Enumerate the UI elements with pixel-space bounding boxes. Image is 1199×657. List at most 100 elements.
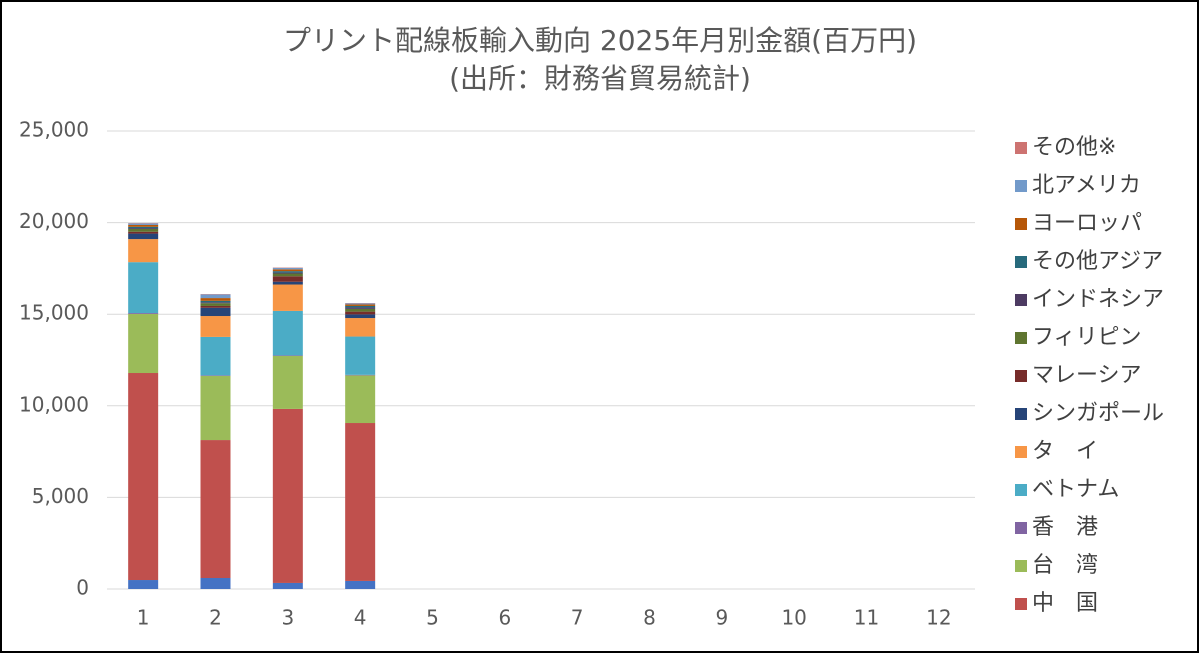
bar-segment — [345, 312, 375, 315]
bar-segment — [273, 273, 303, 274]
bar-segment — [201, 298, 231, 301]
bar-segment — [128, 234, 158, 239]
chart-title: プリント配線板輸入動向 2025年月別金額(百万円) — [283, 24, 917, 57]
x-tick-label: 2 — [209, 606, 222, 630]
bar-segment — [273, 276, 303, 281]
y-tick-label: 25,000 — [19, 118, 89, 142]
y-tick-label: 20,000 — [19, 209, 89, 233]
x-tick-label: 8 — [643, 606, 656, 630]
x-tick-label: 5 — [426, 606, 439, 630]
bar-segment — [128, 314, 158, 373]
legend-label: ベトナム — [1032, 477, 1119, 502]
bar-segment — [273, 409, 303, 583]
bar-segment — [201, 308, 231, 316]
bar-segment — [345, 375, 375, 376]
y-tick-label: 15,000 — [19, 301, 89, 325]
bar-segment — [201, 302, 231, 303]
legend-swatch — [1015, 294, 1027, 306]
legend-label: 香 港 — [1032, 515, 1098, 540]
bar-segment — [128, 228, 158, 229]
bar-segment — [128, 232, 158, 234]
bar-segment — [345, 375, 375, 423]
legend-label: 北アメリカ — [1032, 173, 1141, 198]
legend-swatch — [1015, 332, 1027, 344]
bar-segment — [201, 375, 231, 376]
bar-segment — [128, 580, 158, 589]
x-tick-label: 11 — [854, 606, 879, 630]
legend-label: その他※ — [1032, 135, 1116, 160]
x-tick-label: 12 — [926, 606, 951, 630]
bar-segment — [128, 373, 158, 580]
bar-segment — [273, 271, 303, 272]
bar-segment — [128, 227, 158, 228]
legend-label: インドネシア — [1032, 287, 1164, 312]
bar-segment — [345, 304, 375, 305]
bar-segment — [273, 285, 303, 311]
bar-segment — [345, 318, 375, 337]
legend-swatch — [1015, 256, 1027, 268]
bar-segment — [345, 423, 375, 581]
x-tick-label: 6 — [498, 606, 511, 630]
y-tick-label: 0 — [76, 576, 89, 600]
bar-segment — [273, 282, 303, 285]
legend-swatch — [1015, 560, 1027, 572]
legend-swatch — [1015, 370, 1027, 382]
bar-segment — [201, 316, 231, 337]
legend-label: ヨーロッパ — [1032, 211, 1142, 236]
legend-swatch — [1015, 446, 1027, 458]
legend-label: マレーシア — [1032, 363, 1142, 388]
x-tick-label: 7 — [571, 606, 584, 630]
legend-swatch — [1015, 408, 1027, 420]
x-tick-label: 4 — [354, 606, 367, 630]
x-tick-label: 3 — [281, 606, 294, 630]
bar-segment — [273, 311, 303, 356]
bar-segment — [345, 314, 375, 318]
bar-segment — [201, 303, 231, 306]
bar-segment — [273, 355, 303, 356]
bar-segment — [128, 262, 158, 313]
legend-label: タ イ — [1032, 439, 1098, 464]
legend-label: 中 国 — [1032, 591, 1098, 616]
bar-segment — [273, 356, 303, 409]
bar-segment — [201, 578, 231, 589]
bar-segment — [201, 440, 231, 578]
bar-segment — [345, 306, 375, 307]
bar-segment — [201, 306, 231, 308]
bar-segment — [273, 274, 303, 277]
bar-segment — [345, 303, 375, 304]
bar-segment — [345, 309, 375, 312]
bar-segment — [345, 337, 375, 375]
legend-label: シンガポール — [1032, 401, 1164, 426]
bar-segment — [128, 224, 158, 225]
legend-swatch — [1015, 522, 1027, 534]
chart-subtitle: (出所：財務省貿易統計) — [449, 62, 751, 95]
bar-segment — [128, 239, 158, 262]
legend-swatch — [1015, 484, 1027, 496]
legend-swatch — [1015, 142, 1027, 154]
y-tick-label: 5,000 — [32, 484, 89, 508]
legend-label: その他アジア — [1032, 249, 1163, 274]
legend-swatch — [1015, 218, 1027, 230]
bar-segment — [273, 269, 303, 271]
x-tick-label: 1 — [137, 606, 150, 630]
legend-swatch — [1015, 180, 1027, 192]
bar-segment — [128, 225, 158, 227]
bar-segment — [201, 301, 231, 302]
bar-segment — [345, 581, 375, 589]
x-tick-label: 9 — [715, 606, 728, 630]
legend-label: フィリピン — [1032, 325, 1142, 350]
bar-segment — [273, 268, 303, 269]
bar-segment — [128, 229, 158, 232]
bar-segment — [201, 337, 231, 375]
legend-swatch — [1015, 598, 1027, 610]
x-tick-label: 10 — [781, 606, 806, 630]
bar-segment — [201, 294, 231, 298]
bar-segment — [345, 307, 375, 308]
bar-segment — [201, 376, 231, 440]
bar-segment — [273, 583, 303, 589]
legend-label: 台 湾 — [1032, 553, 1098, 578]
bar-segment — [128, 313, 158, 314]
y-tick-label: 10,000 — [19, 392, 89, 416]
